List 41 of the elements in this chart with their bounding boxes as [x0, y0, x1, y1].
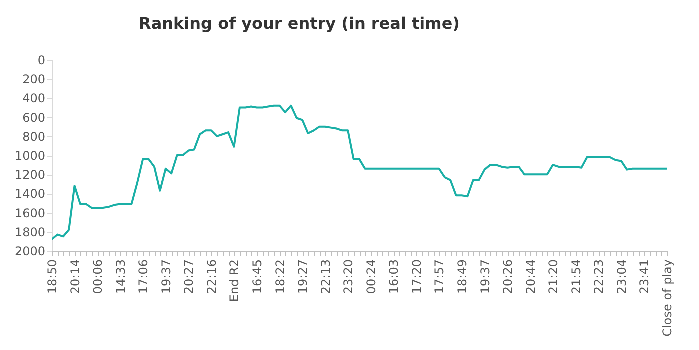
y-tick-label: 200: [22, 72, 46, 87]
x-tick-label: 20:27: [182, 260, 196, 294]
x-tick-label: 17:57: [432, 260, 447, 294]
x-tick-label: 17:20: [410, 260, 424, 294]
x-tick-label: 19:37: [478, 260, 492, 294]
x-tick-label: 22:16: [204, 260, 219, 294]
x-tick-label: 00:24: [364, 260, 378, 294]
y-tick-label: 1000: [14, 149, 46, 163]
x-tick-label: 14:33: [114, 260, 128, 294]
x-tick-label: 18:49: [456, 260, 470, 294]
x-tick-label: 00:06: [91, 260, 106, 294]
x-tick-label: 18:50: [46, 260, 60, 294]
x-tick-label: 16:03: [387, 260, 402, 294]
x-tick-label: 23:04: [614, 260, 629, 294]
line-series: [52, 104, 667, 241]
x-tick-label: 20:44: [524, 260, 538, 294]
x-tick-label: 21:54: [569, 260, 584, 294]
y-tick-label: 1800: [14, 225, 46, 240]
x-tick-label: 20:26: [501, 260, 516, 294]
x-tick-label: 20:14: [68, 260, 82, 294]
x-tick-label: Close of play: [660, 260, 674, 337]
y-tick-label: 600: [22, 110, 46, 125]
x-tick-label: End R2: [228, 260, 242, 302]
x-tick-label: 19:37: [159, 260, 174, 294]
x-tick-label: 19:27: [296, 260, 310, 294]
x-tick-label: 23:20: [342, 260, 356, 294]
y-tick-label: 0: [38, 54, 46, 68]
x-tick-label: 22:23: [592, 260, 606, 294]
y-tick-label: 400: [22, 92, 46, 106]
x-tick-label: 17:06: [136, 260, 151, 294]
x-tick-label: 22:13: [318, 260, 333, 294]
y-tick-label: 1600: [14, 206, 46, 220]
y-tick-label: 800: [22, 130, 46, 144]
x-tick-label: 18:22: [273, 260, 288, 294]
x-tick-label: 16:45: [250, 260, 264, 294]
x-tick-label: 21:20: [546, 260, 561, 294]
y-tick-label: 1400: [14, 187, 46, 202]
chart-title: Ranking of your entry (in real time): [139, 14, 460, 33]
x-tick-label: 23:41: [638, 260, 652, 294]
y-tick-label: 2000: [14, 244, 46, 258]
y-tick-label: 1200: [14, 168, 46, 182]
